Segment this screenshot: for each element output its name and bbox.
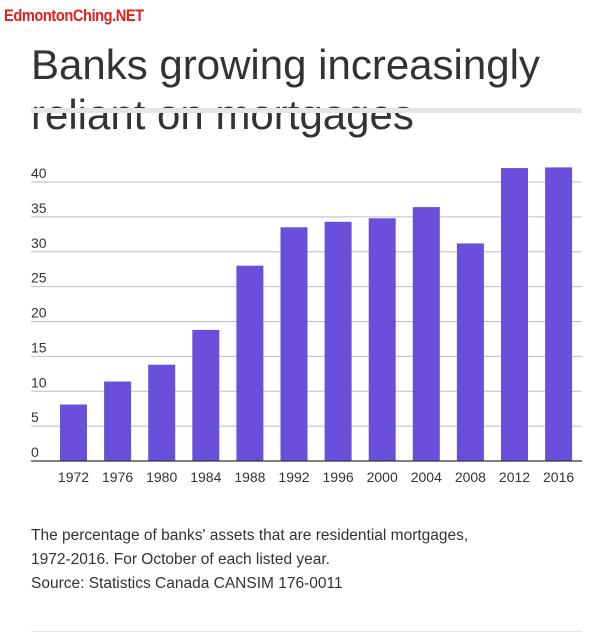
y-tick-label: 0 [31,444,39,460]
footer-divider [31,631,582,632]
y-axis-ticks: 0 5 10 15 20 25 30 35 40 [31,165,47,460]
x-tick-label: 1980 [146,469,177,485]
x-tick-label: 1992 [278,469,309,485]
caption-line-1: The percentage of banks' assets that are… [31,527,469,544]
y-tick-label: 25 [31,270,47,286]
bar-2008 [456,243,484,461]
bar-1972 [60,404,87,461]
chart-title: Banks growing increasingly reliant on mo… [31,41,540,139]
bar-1976 [104,381,132,461]
x-tick-label: 1984 [190,469,221,485]
chart-caption: The percentage of banks' assets that are… [31,524,591,596]
y-tick-label: 40 [31,165,47,181]
x-tick-label: 2008 [455,469,486,485]
bar-2000 [368,218,396,461]
bar-2012 [501,168,528,461]
x-tick-label: 2012 [499,469,530,485]
x-axis-ticks: 1972 1976 1980 1984 1988 1992 1996 2000 2004 2008… [31,460,582,485]
x-tick-label: 1972 [58,469,89,485]
x-tick-label: 2000 [367,469,398,485]
x-tick-label: 1976 [102,469,133,485]
bar-1996 [324,221,352,461]
caption-line-2: 1972-2016. For October of each listed ye… [31,551,330,568]
y-tick-label: 10 [31,374,47,390]
x-tick-label: 1988 [234,469,265,485]
bar-2016 [545,167,573,461]
bar-1988 [236,265,264,461]
bar-1980 [148,364,176,461]
x-tick-label: 1996 [323,469,354,485]
bar-1992 [280,227,308,461]
y-tick-label: 15 [31,339,47,355]
y-tick-label: 5 [31,409,39,425]
x-tick-label: 2016 [543,469,574,485]
x-tick-label: 2004 [411,469,442,485]
bar-2004 [412,207,440,461]
bar-1984 [192,329,220,461]
bar-chart: 0 5 10 15 20 25 30 35 40 1972 1976 1980 1984 1988 199… [31,165,582,485]
watermark-logo: EdmontonChing.NET [4,6,144,25]
bars [60,167,573,461]
caption-source: Source: Statistics Canada CANSIM 176-001… [31,575,343,592]
y-tick-label: 20 [31,305,47,321]
y-tick-label: 30 [31,235,47,251]
y-tick-label: 35 [31,200,47,216]
title-divider [31,108,582,113]
